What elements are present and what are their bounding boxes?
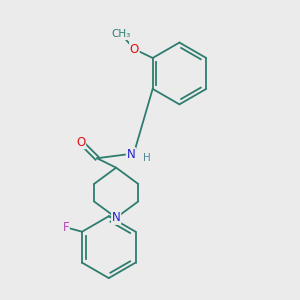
Text: F: F (62, 221, 69, 234)
Text: CH₃: CH₃ (112, 29, 131, 39)
Text: H: H (143, 153, 151, 163)
Text: N: N (127, 148, 135, 161)
Text: O: O (76, 136, 86, 148)
Text: O: O (130, 43, 139, 56)
Text: N: N (112, 211, 121, 224)
